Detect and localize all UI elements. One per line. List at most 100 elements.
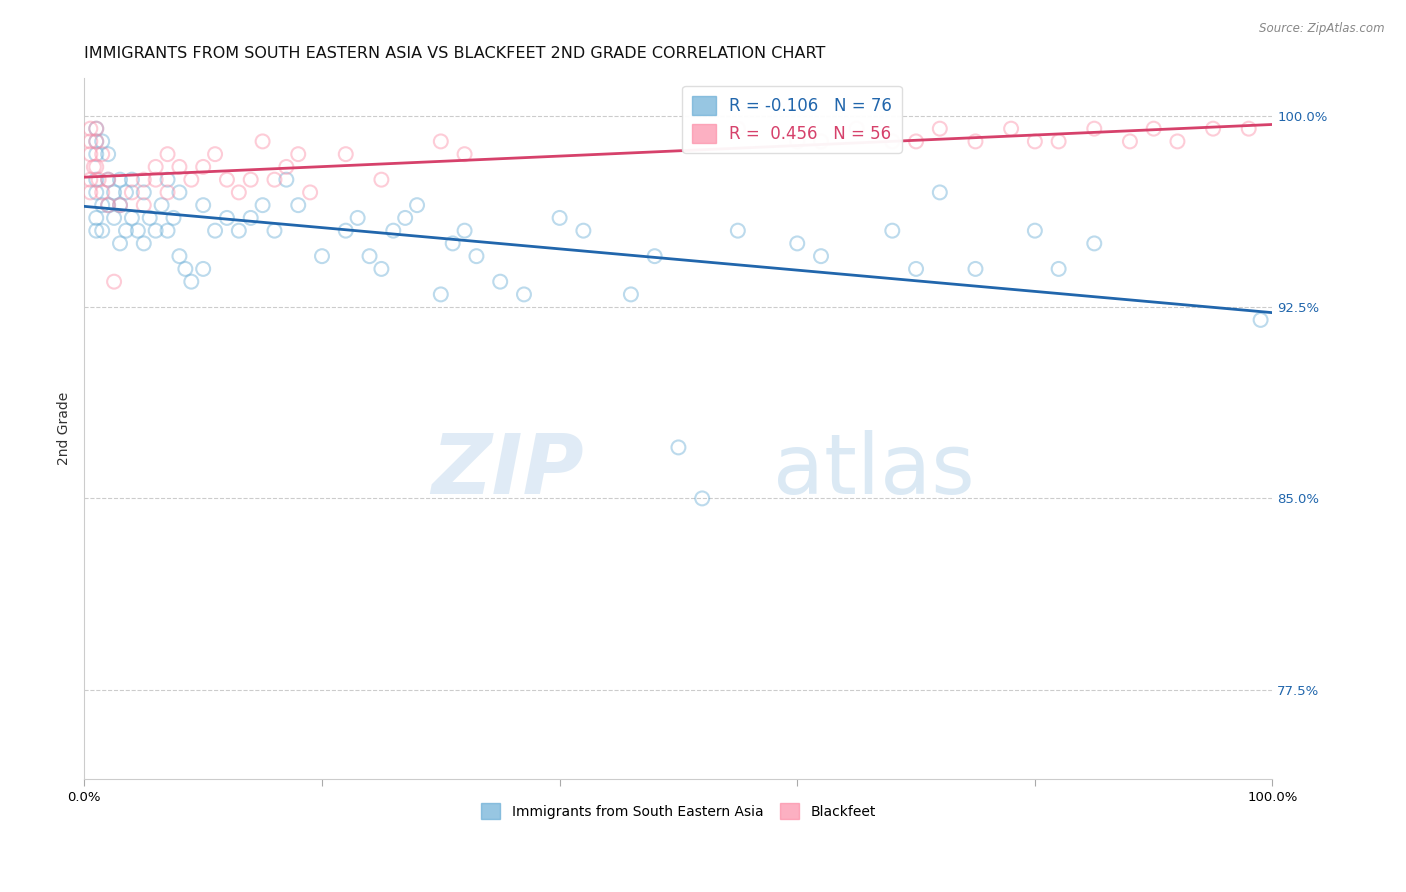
- Point: [215, 211, 238, 225]
- Point: [370, 261, 392, 276]
- Point: [132, 172, 155, 186]
- Point: [87, 172, 110, 186]
- Point: [108, 172, 131, 186]
- Point: [965, 135, 987, 149]
- Point: [299, 186, 322, 200]
- Point: [108, 236, 131, 251]
- Point: [1143, 121, 1166, 136]
- Point: [91, 135, 114, 149]
- Point: [346, 211, 368, 225]
- Point: [882, 135, 904, 149]
- Point: [276, 160, 298, 174]
- Point: [156, 172, 179, 186]
- Point: [228, 224, 250, 238]
- Point: [79, 147, 101, 161]
- Point: [97, 172, 120, 186]
- Point: [108, 198, 131, 212]
- Point: [335, 147, 357, 161]
- Point: [84, 172, 107, 186]
- Point: [84, 135, 107, 149]
- Point: [103, 211, 125, 225]
- Point: [97, 198, 120, 212]
- Point: [132, 236, 155, 251]
- Y-axis label: 2nd Grade: 2nd Grade: [58, 392, 72, 465]
- Point: [97, 172, 120, 186]
- Point: [121, 186, 143, 200]
- Point: [513, 287, 536, 301]
- Point: [252, 198, 274, 212]
- Point: [928, 186, 950, 200]
- Point: [1237, 121, 1260, 136]
- Point: [370, 172, 392, 186]
- Point: [193, 198, 215, 212]
- Point: [84, 224, 107, 238]
- Point: [453, 224, 475, 238]
- Point: [690, 491, 713, 506]
- Point: [79, 172, 101, 186]
- Point: [204, 147, 226, 161]
- Point: [263, 224, 285, 238]
- Point: [180, 275, 202, 289]
- Point: [287, 198, 309, 212]
- Point: [1000, 121, 1022, 136]
- Point: [84, 186, 107, 200]
- Point: [1250, 313, 1272, 327]
- Point: [430, 135, 453, 149]
- Point: [97, 198, 120, 212]
- Point: [91, 186, 114, 200]
- Point: [263, 172, 285, 186]
- Point: [335, 224, 357, 238]
- Point: [1047, 261, 1070, 276]
- Point: [905, 261, 928, 276]
- Point: [810, 135, 832, 149]
- Point: [239, 172, 262, 186]
- Text: Source: ZipAtlas.com: Source: ZipAtlas.com: [1260, 22, 1385, 36]
- Point: [84, 135, 107, 149]
- Point: [620, 287, 643, 301]
- Point: [311, 249, 333, 263]
- Point: [276, 172, 298, 186]
- Point: [215, 172, 238, 186]
- Point: [132, 198, 155, 212]
- Point: [430, 287, 453, 301]
- Point: [489, 275, 512, 289]
- Text: ZIP: ZIP: [430, 430, 583, 511]
- Point: [162, 211, 184, 225]
- Point: [115, 186, 138, 200]
- Point: [252, 135, 274, 149]
- Point: [169, 186, 191, 200]
- Point: [127, 224, 149, 238]
- Point: [786, 135, 808, 149]
- Point: [84, 211, 107, 225]
- Point: [180, 172, 202, 186]
- Point: [91, 224, 114, 238]
- Point: [79, 135, 101, 149]
- Point: [150, 198, 173, 212]
- Point: [406, 198, 429, 212]
- Point: [91, 147, 114, 161]
- Text: atlas: atlas: [773, 430, 976, 511]
- Point: [441, 236, 464, 251]
- Point: [1024, 224, 1046, 238]
- Point: [382, 224, 405, 238]
- Point: [204, 224, 226, 238]
- Point: [103, 186, 125, 200]
- Point: [1047, 135, 1070, 149]
- Point: [465, 249, 488, 263]
- Point: [108, 198, 131, 212]
- Point: [1024, 135, 1046, 149]
- Point: [174, 261, 197, 276]
- Point: [103, 275, 125, 289]
- Point: [84, 160, 107, 174]
- Point: [668, 441, 690, 455]
- Point: [84, 121, 107, 136]
- Point: [156, 147, 179, 161]
- Point: [1119, 135, 1142, 149]
- Point: [156, 224, 179, 238]
- Point: [928, 121, 950, 136]
- Point: [905, 135, 928, 149]
- Point: [394, 211, 416, 225]
- Point: [169, 249, 191, 263]
- Point: [1083, 236, 1105, 251]
- Point: [572, 224, 595, 238]
